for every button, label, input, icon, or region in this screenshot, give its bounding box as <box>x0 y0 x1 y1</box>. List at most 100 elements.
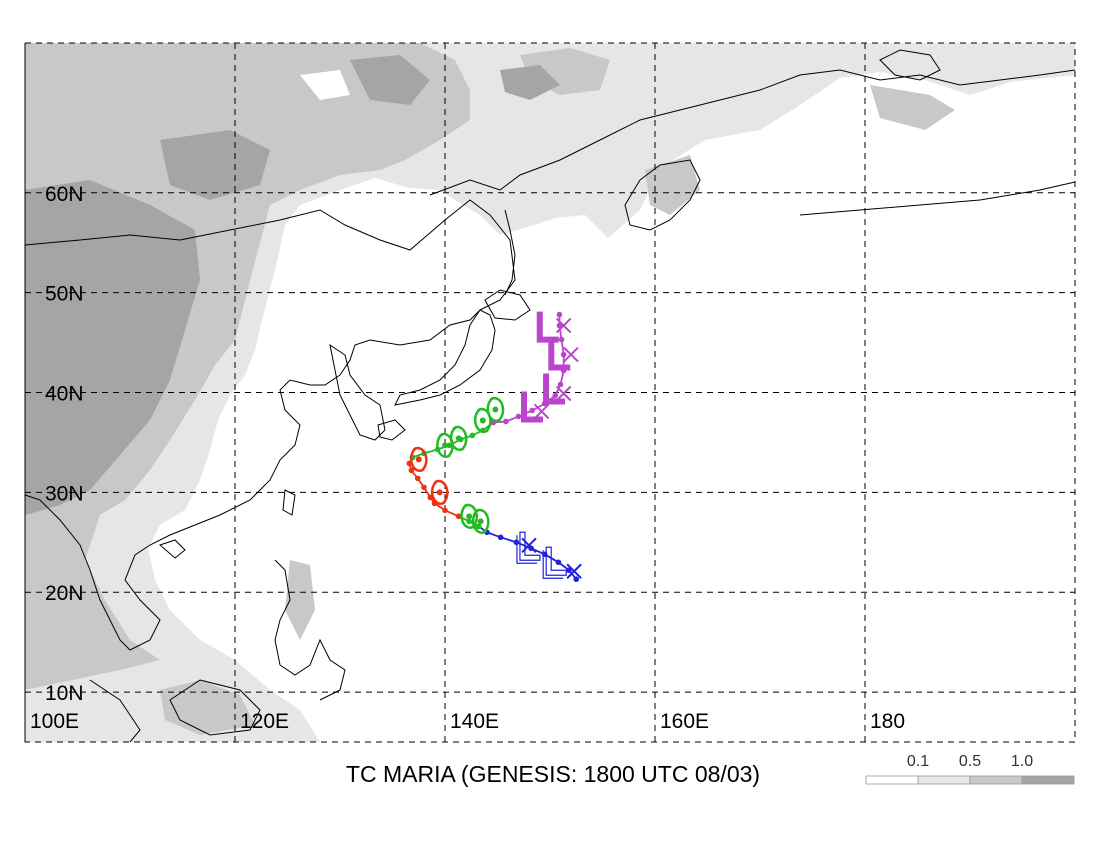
low-marker-shadow <box>542 550 564 579</box>
track-point <box>408 467 415 474</box>
low-marker <box>521 391 543 423</box>
shading-legend: 0.1 0.5 1.0 <box>865 753 1075 785</box>
track-point <box>573 576 580 583</box>
lat-label: 60N <box>45 183 84 206</box>
cyclone-symbol <box>430 480 446 505</box>
lon-label: 180 <box>870 710 905 733</box>
cyclone-center <box>436 489 443 496</box>
track-point <box>566 567 572 574</box>
track-point <box>497 534 504 541</box>
track-marker <box>409 446 428 472</box>
track-point <box>560 351 567 358</box>
track-point <box>557 381 564 388</box>
cyclone-center <box>477 518 484 525</box>
legend-swatch <box>1021 775 1075 785</box>
cross-marker <box>521 537 537 553</box>
lat-label: 50N <box>45 283 84 306</box>
track-marker <box>536 311 559 343</box>
legend-label: 0.5 <box>959 753 981 770</box>
track-point <box>442 507 448 514</box>
cross-marker <box>555 317 572 334</box>
cyclone-symbol <box>449 426 465 452</box>
track-marker <box>533 403 550 420</box>
cyclone-center <box>466 513 473 520</box>
cyclone-symbol-arc <box>489 396 505 422</box>
low-marker <box>536 311 559 343</box>
lon-label: 160E <box>660 710 709 733</box>
track-marker <box>521 391 543 423</box>
cross-marker <box>555 385 572 402</box>
track-marker <box>566 563 582 579</box>
track-point <box>421 484 427 491</box>
lat-label: 20N <box>45 582 84 605</box>
legend-label: 1.0 <box>1011 753 1033 770</box>
track-marker <box>548 339 571 371</box>
cyclone-center <box>479 417 486 424</box>
track-point <box>529 407 535 414</box>
track-point <box>469 432 476 439</box>
legend-swatch <box>917 775 971 785</box>
cyclone-symbol <box>486 397 502 423</box>
track-point <box>552 392 559 399</box>
track-point <box>515 413 522 420</box>
lon-label: 120E <box>240 710 289 733</box>
track-segment <box>478 525 577 580</box>
cyclone-symbol-arc <box>452 425 468 451</box>
lon-label: 100E <box>30 710 79 733</box>
coastlines <box>24 49 1076 743</box>
track-marker <box>460 503 478 529</box>
cyclone-center <box>492 406 499 413</box>
track-marker <box>563 346 579 363</box>
track-point <box>503 418 509 425</box>
track-point <box>455 513 462 520</box>
lon-label: 140E <box>450 710 499 733</box>
track-marker <box>430 479 449 505</box>
legend-swatch <box>865 775 919 785</box>
cross-marker <box>533 403 550 420</box>
map-title: TC MARIA (GENESIS: 1800 UTC 08/03) <box>346 761 760 787</box>
track-marker <box>542 546 567 579</box>
lat-label: 10N <box>45 682 84 705</box>
cyclone-symbol-arc <box>413 446 428 472</box>
cross-marker <box>563 346 579 363</box>
low-marker <box>548 339 571 371</box>
track-marker <box>449 425 468 452</box>
track-point <box>466 518 472 525</box>
track-point <box>475 523 482 530</box>
track-marker <box>486 396 505 423</box>
graticule <box>24 42 1076 743</box>
track-marker <box>555 385 572 402</box>
longitude-labels: 100E 120E 140E 160E 180 <box>30 710 905 733</box>
track-point <box>558 336 565 343</box>
legend-label: 0.1 <box>907 753 929 770</box>
track-point <box>556 311 563 318</box>
cyclone-symbol <box>473 408 489 434</box>
low-marker <box>519 531 541 561</box>
cyclone-symbol <box>436 433 451 459</box>
track-marker <box>516 531 541 564</box>
lat-label: 30N <box>45 482 84 505</box>
low-marker <box>543 373 566 405</box>
cyclone-symbol <box>409 447 425 472</box>
legend-swatch <box>969 775 1023 785</box>
cyclone-symbol-arc <box>474 508 490 534</box>
low-marker <box>545 546 567 576</box>
cyclone-symbol-arc <box>434 479 449 505</box>
latitude-labels: 60N 50N 40N 30N 20N 10N <box>45 183 84 705</box>
track-marker <box>543 373 566 405</box>
track-marker <box>555 317 572 334</box>
cyclone-symbol <box>460 504 475 529</box>
track-marker <box>521 537 537 553</box>
low-marker-shadow <box>516 535 537 564</box>
cyclone-center <box>455 435 462 442</box>
cyclone-symbol-arc <box>463 503 478 529</box>
lat-label: 40N <box>45 383 84 406</box>
storm-track <box>406 311 582 583</box>
track-point <box>446 442 453 449</box>
cyclone-center <box>415 456 422 463</box>
track-point <box>414 475 421 482</box>
cyclone-center <box>442 442 448 449</box>
cross-marker <box>566 563 582 579</box>
track-point <box>555 559 562 566</box>
